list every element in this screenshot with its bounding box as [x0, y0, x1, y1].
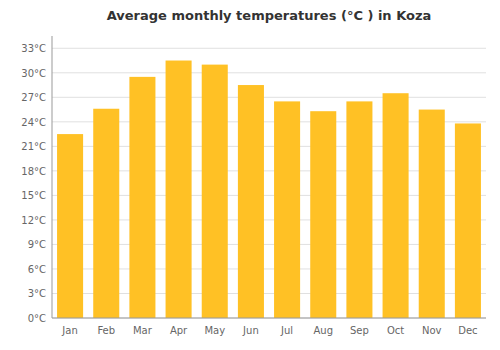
y-tick-label: 9°C	[28, 239, 46, 250]
y-tick-label: 21°C	[21, 141, 46, 152]
x-tick-label: Jun	[242, 325, 259, 336]
bar	[419, 110, 445, 318]
bar	[57, 134, 83, 318]
y-tick-label: 27°C	[21, 92, 46, 103]
grid-line	[52, 97, 486, 98]
bar	[310, 111, 336, 318]
bar	[346, 101, 372, 318]
bar	[129, 77, 155, 318]
x-tick-label: Dec	[458, 325, 477, 336]
bar	[202, 65, 228, 318]
bars	[57, 61, 481, 318]
x-tick-label: Aug	[313, 325, 333, 336]
y-tick-label: 33°C	[21, 43, 46, 54]
grid-line	[52, 48, 486, 49]
grid	[52, 48, 486, 318]
x-tick-label: Jul	[280, 325, 293, 336]
x-tick-label: Apr	[170, 325, 188, 336]
y-tick-label: 6°C	[28, 264, 46, 275]
bar	[238, 85, 264, 318]
grid-line	[52, 318, 486, 319]
chart-svg: Average monthly temperatures (°C ) in Ko…	[0, 0, 500, 350]
bar	[166, 61, 192, 318]
chart-container: Average monthly temperatures (°C ) in Ko…	[0, 0, 500, 350]
x-tick-label: May	[204, 325, 225, 336]
x-tick-label: Oct	[387, 325, 404, 336]
y-tick-label: 15°C	[21, 190, 46, 201]
bar	[383, 93, 409, 318]
bar	[274, 101, 300, 318]
y-tick-label: 12°C	[21, 215, 46, 226]
x-axis-line	[52, 318, 486, 319]
x-tick-label: Mar	[133, 325, 153, 336]
y-tick-label: 3°C	[28, 288, 46, 299]
x-tick-label: Sep	[350, 325, 369, 336]
y-tick-label: 30°C	[21, 68, 46, 79]
y-tick-label: 18°C	[21, 166, 46, 177]
bar	[455, 123, 481, 318]
x-tick-label: Feb	[97, 325, 115, 336]
grid-line	[52, 72, 486, 73]
bar	[93, 109, 119, 318]
y-tick-label: 0°C	[28, 313, 46, 324]
title: Average monthly temperatures (°C ) in Ko…	[107, 8, 432, 23]
x-tick-label: Jan	[61, 325, 77, 336]
y-tick-label: 24°C	[21, 117, 46, 128]
y-axis-line	[52, 36, 53, 318]
x-tick-label: Nov	[422, 325, 442, 336]
